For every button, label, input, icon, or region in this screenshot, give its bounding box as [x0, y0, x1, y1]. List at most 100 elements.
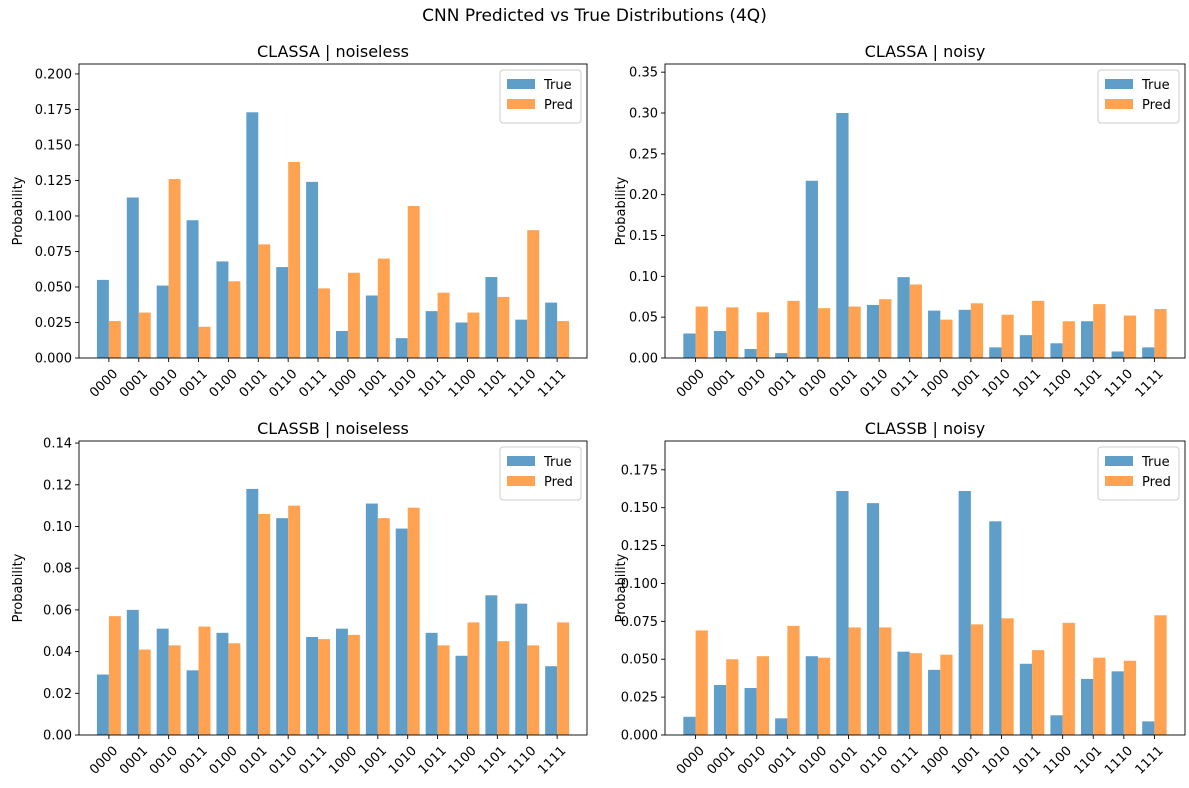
- x-tick-label: 1101: [476, 744, 510, 778]
- y-tick-label: 0.25: [629, 147, 658, 162]
- legend-swatch-true: [1105, 456, 1133, 466]
- bar-pred-1101: [497, 296, 510, 358]
- bar-pred-1110: [527, 645, 540, 735]
- bar-true-1101: [485, 595, 498, 735]
- legend: True Pred: [1097, 446, 1180, 501]
- legend-label-true: True: [1141, 455, 1170, 470]
- legend-swatch-pred: [1105, 476, 1133, 486]
- x-tick-label: 1100: [446, 744, 480, 778]
- bar-true-0011: [186, 670, 199, 735]
- x-tick-label: 0001: [117, 744, 151, 778]
- bar-true-0011: [775, 718, 788, 735]
- bar-true-1001: [365, 503, 378, 735]
- y-tick-label: 0.050: [621, 653, 658, 668]
- x-tick-label: 1110: [505, 367, 539, 401]
- bar-pred-0000: [695, 630, 708, 735]
- x-tick-label: 0011: [177, 367, 211, 401]
- y-tick-label: 0.100: [621, 577, 658, 592]
- bar-true-1100: [455, 655, 468, 735]
- x-tick-label: 0101: [827, 744, 861, 778]
- bar-pred-1101: [1093, 304, 1106, 358]
- bar-pred-1001: [970, 624, 984, 735]
- y-tick-label: 0.35: [629, 66, 658, 81]
- legend-swatch-true: [507, 456, 535, 466]
- legend-label-pred: Pred: [1142, 98, 1171, 113]
- legend-label-pred: Pred: [1142, 475, 1171, 490]
- bar-pred-1001: [377, 258, 390, 358]
- bar-pred-0011: [787, 300, 800, 358]
- bar-pred-1000: [347, 634, 360, 735]
- x-tick-label: 1101: [1071, 367, 1105, 401]
- subplot-1: 0.000 0.025 0.050 0.075 0.100 0.125 0.150 0.175…: [11, 42, 588, 401]
- bar-pred-0111: [318, 288, 331, 358]
- x-tick-label: 0100: [207, 744, 241, 778]
- bar-true-0001: [126, 609, 139, 735]
- x-tick-label: 0100: [796, 744, 830, 778]
- x-tick-label: 0110: [857, 367, 891, 401]
- x-tick-label: 1111: [1133, 744, 1167, 778]
- x-tick-label: 1111: [535, 744, 569, 778]
- y-tick-label: 0.100: [35, 209, 72, 224]
- y-tick-label: 0.175: [621, 463, 658, 478]
- legend-swatch-pred: [1105, 99, 1133, 109]
- bar-true-0101: [246, 488, 259, 735]
- bar-true-1100: [1050, 343, 1063, 358]
- bar-pred-1011: [1032, 300, 1045, 358]
- y-axis-label: Probability: [11, 176, 26, 245]
- bar-pred-0111: [909, 284, 922, 358]
- legend-label-true: True: [543, 455, 572, 470]
- y-axis-label: Probability: [11, 553, 26, 622]
- x-tick-label: 1011: [1010, 744, 1044, 778]
- legend-label-true: True: [1141, 78, 1170, 93]
- x-tick-label: 0100: [207, 367, 241, 401]
- bar-true-1001: [365, 295, 378, 358]
- bar-true-0110: [866, 503, 880, 735]
- legend-swatch-pred: [507, 99, 535, 109]
- x-tick-label: 1100: [446, 367, 480, 401]
- x-tick-label: 1000: [919, 744, 953, 778]
- x-tick-label: 0011: [766, 744, 800, 778]
- legend-swatch-true: [507, 79, 535, 89]
- bar-true-0110: [276, 518, 289, 735]
- bar-pred-1100: [1062, 622, 1075, 735]
- y-tick-label: 0.10: [43, 520, 72, 535]
- plot-frame: [664, 440, 1186, 736]
- x-tick-label: 0101: [827, 367, 861, 401]
- x-tick-label: 0100: [796, 367, 830, 401]
- x-tick-label: 1001: [356, 367, 390, 401]
- bar-true-1110: [515, 319, 528, 358]
- bar-true-0011: [775, 353, 788, 358]
- bar-true-1011: [1019, 663, 1033, 735]
- x-tick-label: 0101: [237, 744, 271, 778]
- x-tick-label: 0111: [296, 744, 330, 778]
- bar-true-0100: [216, 261, 229, 358]
- x-tick-label: 1001: [356, 744, 390, 778]
- y-tick-label: 0.06: [43, 603, 72, 618]
- x-tick-label: 0001: [117, 367, 151, 401]
- bar-true-1111: [545, 302, 558, 358]
- x-tick-label: 1000: [326, 744, 360, 778]
- bar-true-1100: [1050, 715, 1063, 735]
- y-tick-label: 0.000: [35, 352, 72, 367]
- x-tick-label: 0110: [857, 744, 891, 778]
- bar-true-1100: [455, 322, 468, 358]
- y-tick-label: 0.20: [629, 188, 658, 203]
- y-tick-label: 0.05: [629, 311, 658, 326]
- bar-pred-0010: [168, 179, 181, 358]
- bar-pred-1101: [497, 641, 510, 735]
- bar-true-0010: [744, 688, 757, 735]
- subplot-3: 0.00 0.02 0.04 0.06 0.08 0.10 0.12 0.14 00000001…: [11, 419, 588, 778]
- x-tick-label: 0010: [735, 367, 769, 401]
- x-tick-label: 0001: [704, 744, 738, 778]
- x-tick-label: 0000: [87, 367, 121, 401]
- bar-pred-0001: [726, 659, 739, 735]
- bar-pred-1001: [970, 303, 984, 358]
- bar-true-0010: [744, 349, 757, 358]
- x-tick-label: 1111: [1133, 367, 1167, 401]
- bar-true-0010: [156, 285, 169, 358]
- x-tick-label: 0111: [888, 367, 922, 401]
- x-tick-label: 1001: [949, 744, 983, 778]
- y-tick-label: 0.150: [35, 138, 72, 153]
- bar-pred-0100: [817, 657, 831, 735]
